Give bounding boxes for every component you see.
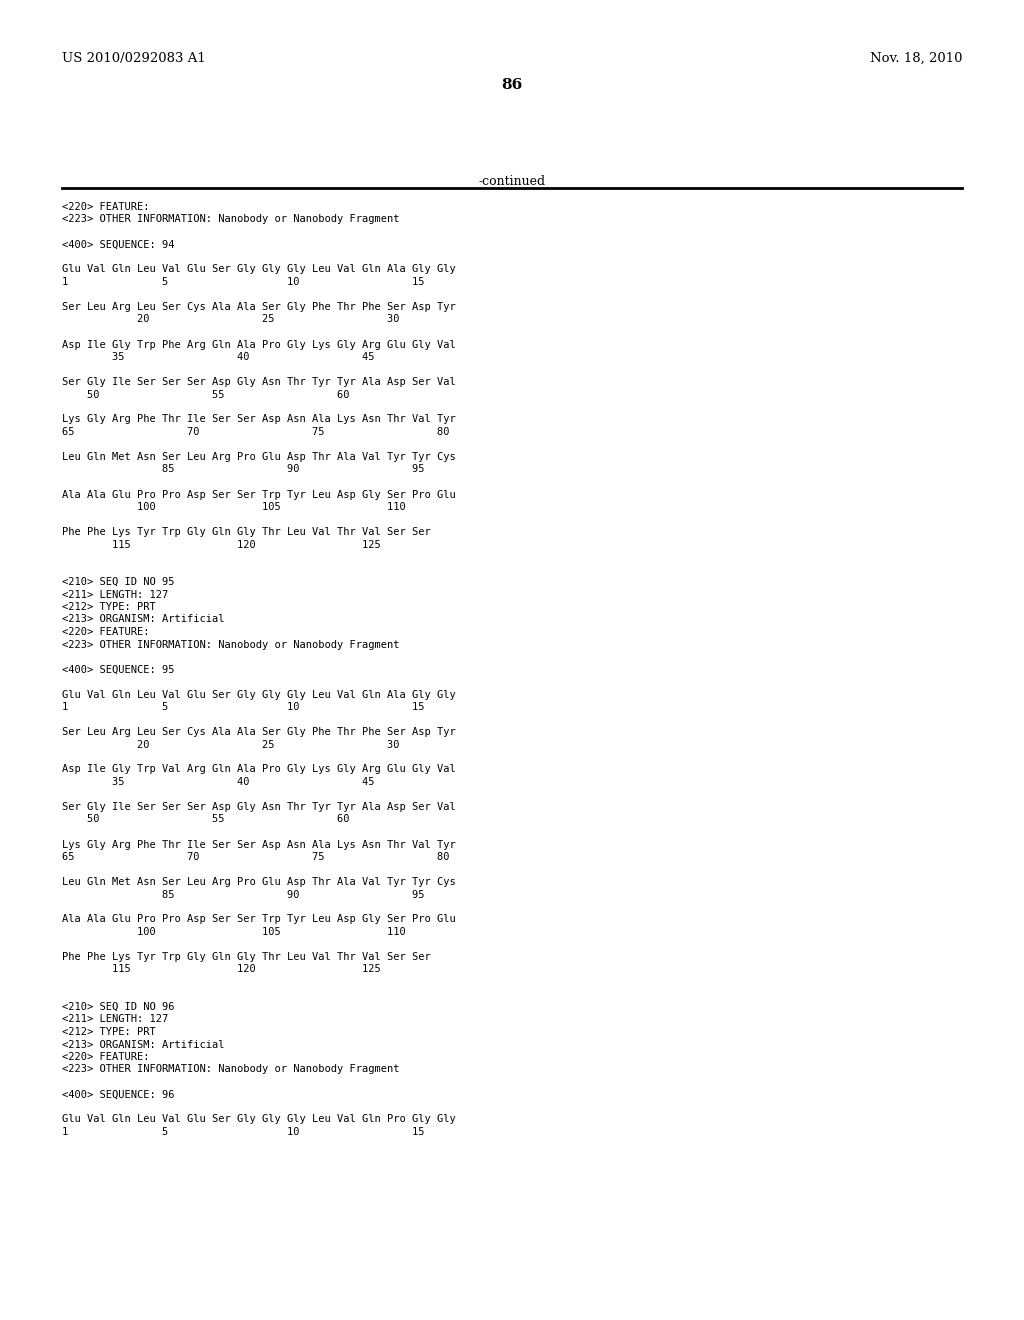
Text: <211> LENGTH: 127: <211> LENGTH: 127: [62, 1015, 168, 1024]
Text: 100                 105                 110: 100 105 110: [62, 502, 406, 512]
Text: <223> OTHER INFORMATION: Nanobody or Nanobody Fragment: <223> OTHER INFORMATION: Nanobody or Nan…: [62, 214, 399, 224]
Text: <212> TYPE: PRT: <212> TYPE: PRT: [62, 602, 156, 612]
Text: <223> OTHER INFORMATION: Nanobody or Nanobody Fragment: <223> OTHER INFORMATION: Nanobody or Nan…: [62, 1064, 399, 1074]
Text: Glu Val Gln Leu Val Glu Ser Gly Gly Gly Leu Val Gln Pro Gly Gly: Glu Val Gln Leu Val Glu Ser Gly Gly Gly …: [62, 1114, 456, 1125]
Text: 20                  25                  30: 20 25 30: [62, 314, 399, 325]
Text: <220> FEATURE:: <220> FEATURE:: [62, 202, 150, 213]
Text: -continued: -continued: [478, 176, 546, 187]
Text: 35                  40                  45: 35 40 45: [62, 352, 375, 362]
Text: 115                 120                 125: 115 120 125: [62, 965, 381, 974]
Text: Glu Val Gln Leu Val Glu Ser Gly Gly Gly Leu Val Gln Ala Gly Gly: Glu Val Gln Leu Val Glu Ser Gly Gly Gly …: [62, 264, 456, 275]
Text: 86: 86: [502, 78, 522, 92]
Text: Ser Leu Arg Leu Ser Cys Ala Ala Ser Gly Phe Thr Phe Ser Asp Tyr: Ser Leu Arg Leu Ser Cys Ala Ala Ser Gly …: [62, 302, 456, 312]
Text: Ala Ala Glu Pro Pro Asp Ser Ser Trp Tyr Leu Asp Gly Ser Pro Glu: Ala Ala Glu Pro Pro Asp Ser Ser Trp Tyr …: [62, 490, 456, 499]
Text: 1               5                   10                  15: 1 5 10 15: [62, 277, 425, 286]
Text: Ala Ala Glu Pro Pro Asp Ser Ser Trp Tyr Leu Asp Gly Ser Pro Glu: Ala Ala Glu Pro Pro Asp Ser Ser Trp Tyr …: [62, 915, 456, 924]
Text: <220> FEATURE:: <220> FEATURE:: [62, 1052, 150, 1063]
Text: <213> ORGANISM: Artificial: <213> ORGANISM: Artificial: [62, 1040, 224, 1049]
Text: Leu Gln Met Asn Ser Leu Arg Pro Glu Asp Thr Ala Val Tyr Tyr Cys: Leu Gln Met Asn Ser Leu Arg Pro Glu Asp …: [62, 876, 456, 887]
Text: Lys Gly Arg Phe Thr Ile Ser Ser Asp Asn Ala Lys Asn Thr Val Tyr: Lys Gly Arg Phe Thr Ile Ser Ser Asp Asn …: [62, 414, 456, 425]
Text: <400> SEQUENCE: 96: <400> SEQUENCE: 96: [62, 1089, 174, 1100]
Text: <220> FEATURE:: <220> FEATURE:: [62, 627, 150, 638]
Text: Asp Ile Gly Trp Val Arg Gln Ala Pro Gly Lys Gly Arg Glu Gly Val: Asp Ile Gly Trp Val Arg Gln Ala Pro Gly …: [62, 764, 456, 775]
Text: Lys Gly Arg Phe Thr Ile Ser Ser Asp Asn Ala Lys Asn Thr Val Tyr: Lys Gly Arg Phe Thr Ile Ser Ser Asp Asn …: [62, 840, 456, 850]
Text: 1               5                   10                  15: 1 5 10 15: [62, 1127, 425, 1137]
Text: 50                  55                  60: 50 55 60: [62, 389, 349, 400]
Text: Ser Gly Ile Ser Ser Ser Asp Gly Asn Thr Tyr Tyr Ala Asp Ser Val: Ser Gly Ile Ser Ser Ser Asp Gly Asn Thr …: [62, 803, 456, 812]
Text: <213> ORGANISM: Artificial: <213> ORGANISM: Artificial: [62, 615, 224, 624]
Text: <211> LENGTH: 127: <211> LENGTH: 127: [62, 590, 168, 599]
Text: <210> SEQ ID NO 96: <210> SEQ ID NO 96: [62, 1002, 174, 1012]
Text: Phe Phe Lys Tyr Trp Gly Gln Gly Thr Leu Val Thr Val Ser Ser: Phe Phe Lys Tyr Trp Gly Gln Gly Thr Leu …: [62, 527, 431, 537]
Text: <210> SEQ ID NO 95: <210> SEQ ID NO 95: [62, 577, 174, 587]
Text: Glu Val Gln Leu Val Glu Ser Gly Gly Gly Leu Val Gln Ala Gly Gly: Glu Val Gln Leu Val Glu Ser Gly Gly Gly …: [62, 689, 456, 700]
Text: US 2010/0292083 A1: US 2010/0292083 A1: [62, 51, 206, 65]
Text: 85                  90                  95: 85 90 95: [62, 890, 425, 899]
Text: 35                  40                  45: 35 40 45: [62, 777, 375, 787]
Text: 100                 105                 110: 100 105 110: [62, 927, 406, 937]
Text: <223> OTHER INFORMATION: Nanobody or Nanobody Fragment: <223> OTHER INFORMATION: Nanobody or Nan…: [62, 639, 399, 649]
Text: <400> SEQUENCE: 94: <400> SEQUENCE: 94: [62, 239, 174, 249]
Text: Phe Phe Lys Tyr Trp Gly Gln Gly Thr Leu Val Thr Val Ser Ser: Phe Phe Lys Tyr Trp Gly Gln Gly Thr Leu …: [62, 952, 431, 962]
Text: 65                  70                  75                  80: 65 70 75 80: [62, 851, 450, 862]
Text: <400> SEQUENCE: 95: <400> SEQUENCE: 95: [62, 664, 174, 675]
Text: <212> TYPE: PRT: <212> TYPE: PRT: [62, 1027, 156, 1038]
Text: Leu Gln Met Asn Ser Leu Arg Pro Glu Asp Thr Ala Val Tyr Tyr Cys: Leu Gln Met Asn Ser Leu Arg Pro Glu Asp …: [62, 451, 456, 462]
Text: 20                  25                  30: 20 25 30: [62, 739, 399, 750]
Text: Asp Ile Gly Trp Phe Arg Gln Ala Pro Gly Lys Gly Arg Glu Gly Val: Asp Ile Gly Trp Phe Arg Gln Ala Pro Gly …: [62, 339, 456, 350]
Text: 115                 120                 125: 115 120 125: [62, 540, 381, 549]
Text: Nov. 18, 2010: Nov. 18, 2010: [869, 51, 962, 65]
Text: 65                  70                  75                  80: 65 70 75 80: [62, 426, 450, 437]
Text: Ser Gly Ile Ser Ser Ser Asp Gly Asn Thr Tyr Tyr Ala Asp Ser Val: Ser Gly Ile Ser Ser Ser Asp Gly Asn Thr …: [62, 378, 456, 387]
Text: 85                  90                  95: 85 90 95: [62, 465, 425, 474]
Text: 50                  55                  60: 50 55 60: [62, 814, 349, 825]
Text: 1               5                   10                  15: 1 5 10 15: [62, 702, 425, 711]
Text: Ser Leu Arg Leu Ser Cys Ala Ala Ser Gly Phe Thr Phe Ser Asp Tyr: Ser Leu Arg Leu Ser Cys Ala Ala Ser Gly …: [62, 727, 456, 737]
